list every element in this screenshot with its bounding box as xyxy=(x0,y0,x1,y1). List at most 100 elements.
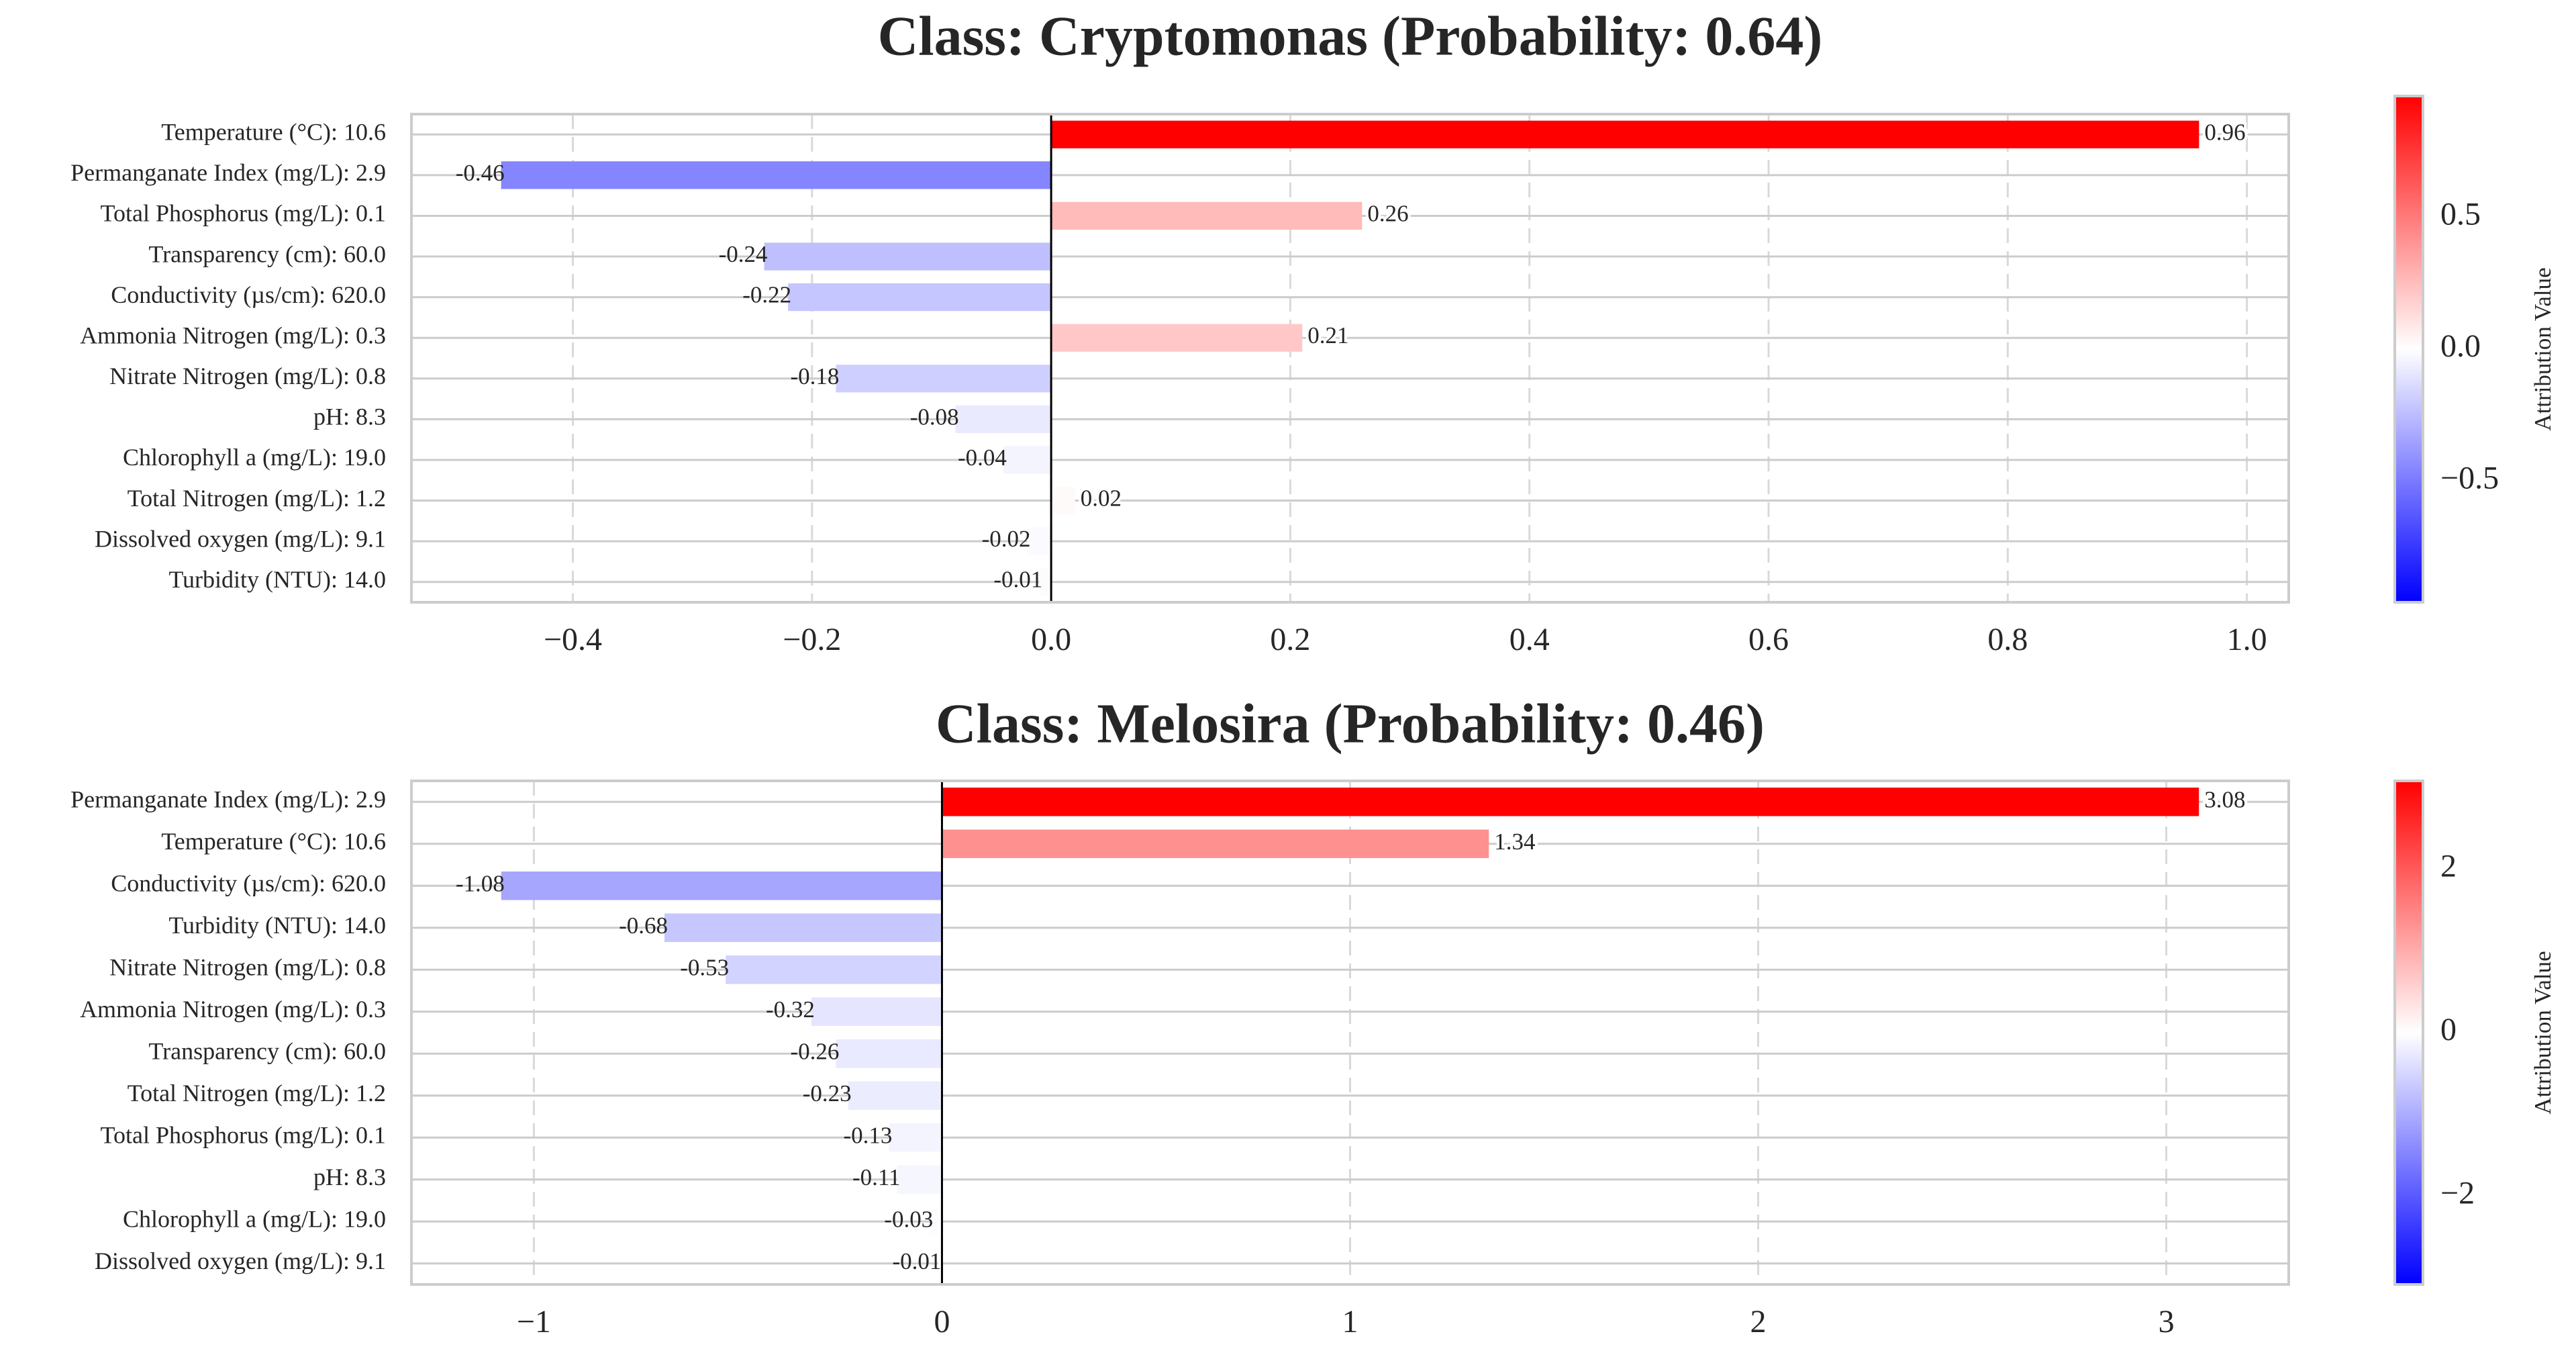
axes-frame xyxy=(410,113,2290,604)
colorbar-label: Attribution Value xyxy=(2530,951,2556,1114)
data-label: -0.18 xyxy=(791,363,840,389)
x-tick-label: −0.4 xyxy=(544,622,602,657)
y-tick-label: Permanganate Index (mg/L): 2.9 xyxy=(70,786,386,813)
data-label: -0.22 xyxy=(742,282,791,308)
colorbar-tick-label: 0 xyxy=(2440,1012,2457,1047)
x-tick-label: 0.2 xyxy=(1270,622,1310,657)
bar xyxy=(764,242,1052,271)
y-tick-label: Dissolved oxygen (mg/L): 9.1 xyxy=(95,1248,386,1274)
y-tick-label: Temperature (°C): 10.6 xyxy=(161,119,386,146)
chart-melosira: Class: Melosira (Probability: 0.46) 3.08 1… xyxy=(70,692,2556,1340)
y-tick-label: Total Phosphorus (mg/L): 0.1 xyxy=(101,200,386,227)
colorbar-tick-label: 2 xyxy=(2440,849,2457,884)
y-tick-label: Turbidity (NTU): 14.0 xyxy=(168,566,386,593)
bar xyxy=(836,365,1052,393)
x-tick-label: 0.4 xyxy=(1509,622,1550,657)
y-tick-label: Temperature (°C): 10.6 xyxy=(161,828,386,855)
bar xyxy=(897,1165,942,1194)
y-tick-label: pH: 8.3 xyxy=(313,404,386,430)
data-label: -0.53 xyxy=(680,954,729,980)
data-label: -0.23 xyxy=(803,1080,852,1107)
x-tick-label: 0.6 xyxy=(1748,622,1789,657)
y-tick-label: Chlorophyll a (mg/L): 19.0 xyxy=(123,1206,386,1233)
x-tick-label: 1 xyxy=(1342,1304,1358,1340)
data-label: -0.24 xyxy=(719,241,768,267)
data-label: 0.02 xyxy=(1081,485,1122,512)
bar xyxy=(664,913,942,942)
x-tick-label: 3 xyxy=(2159,1304,2175,1340)
axes-frame xyxy=(410,780,2290,1286)
y-tick-label: Transparency (cm): 60.0 xyxy=(148,240,386,267)
data-label: 0.21 xyxy=(1307,322,1348,348)
y-tick-label: Chlorophyll a (mg/L): 19.0 xyxy=(123,444,386,471)
x-tick-label: 2 xyxy=(1750,1304,1767,1340)
data-label: -0.68 xyxy=(619,912,668,939)
data-label: -0.03 xyxy=(884,1206,933,1232)
data-label: -0.04 xyxy=(958,444,1007,471)
bar xyxy=(848,1081,942,1110)
colorbar xyxy=(2393,780,2424,1286)
y-tick-label: Conductivity (µs/cm): 620.0 xyxy=(111,281,386,308)
data-label: 0.96 xyxy=(2204,119,2245,145)
x-tick-label: −0.2 xyxy=(783,622,841,657)
y-tick-label: Total Nitrogen (mg/L): 1.2 xyxy=(128,485,386,512)
data-label: -0.01 xyxy=(892,1248,941,1274)
x-tick-label: −1 xyxy=(517,1304,551,1340)
chart-title: Class: Melosira (Probability: 0.46) xyxy=(936,692,1765,755)
data-label: -0.46 xyxy=(456,160,505,186)
colorbar-tick-label: 0.5 xyxy=(2440,197,2481,232)
y-tick-label: Nitrate Nitrogen (mg/L): 0.8 xyxy=(109,363,386,389)
y-tick-label: Total Nitrogen (mg/L): 1.2 xyxy=(128,1080,386,1107)
data-label: -1.08 xyxy=(456,870,505,896)
y-tick-label: Permanganate Index (mg/L): 2.9 xyxy=(70,159,386,186)
x-tick-label: 1.0 xyxy=(2227,622,2267,657)
chart-cryptomonas: Class: Cryptomonas (Probability: 0.64) 0.… xyxy=(70,5,2556,657)
y-tick-label: Transparency (cm): 60.0 xyxy=(148,1038,386,1065)
data-label: 3.08 xyxy=(2204,786,2245,812)
bar xyxy=(1003,446,1052,474)
y-tick-label: Dissolved oxygen (mg/L): 9.1 xyxy=(95,525,386,552)
y-tick-label: pH: 8.3 xyxy=(313,1164,386,1190)
bar xyxy=(938,1249,942,1278)
bar xyxy=(942,829,1489,858)
bar xyxy=(788,283,1052,312)
colorbar xyxy=(2393,95,2424,604)
data-label: -0.32 xyxy=(766,996,815,1023)
data-label: -0.11 xyxy=(852,1164,901,1190)
data-label: -0.13 xyxy=(844,1122,893,1148)
y-tick-label: Conductivity (µs/cm): 620.0 xyxy=(111,870,386,897)
chart-title: Class: Cryptomonas (Probability: 0.64) xyxy=(878,5,1823,67)
bar xyxy=(889,1123,942,1152)
x-tick-label: 0.8 xyxy=(1987,622,2028,657)
bar xyxy=(955,405,1052,433)
bar xyxy=(1051,120,2199,148)
bar xyxy=(501,161,1052,189)
bar xyxy=(942,788,2199,816)
y-tick-label: Total Phosphorus (mg/L): 0.1 xyxy=(101,1122,386,1149)
x-tick-label: 0.0 xyxy=(1031,622,1071,657)
data-label: 0.26 xyxy=(1367,200,1408,226)
bar xyxy=(1039,568,1052,596)
bar xyxy=(836,1039,942,1068)
data-label: -0.26 xyxy=(790,1038,839,1064)
x-tick-label: 0 xyxy=(934,1304,950,1340)
y-tick-label: Nitrate Nitrogen (mg/L): 0.8 xyxy=(109,954,386,981)
bar xyxy=(1051,486,1075,515)
bar xyxy=(1027,527,1052,555)
bar xyxy=(726,955,942,984)
y-tick-label: Turbidity (NTU): 14.0 xyxy=(168,912,386,939)
bar xyxy=(1051,324,1303,352)
bar xyxy=(1051,201,1363,230)
bar xyxy=(811,997,942,1026)
bar xyxy=(501,872,942,900)
data-label: -0.08 xyxy=(910,404,959,430)
colorbar-label: Attribution Value xyxy=(2530,267,2556,430)
data-label: 1.34 xyxy=(1494,829,1535,855)
colorbar-tick-label: −0.5 xyxy=(2440,460,2499,496)
y-tick-label: Ammonia Nitrogen (mg/L): 0.3 xyxy=(80,322,386,348)
data-label: -0.02 xyxy=(982,526,1031,552)
colorbar-tick-label: −2 xyxy=(2440,1176,2475,1211)
data-label: -0.01 xyxy=(993,567,1042,593)
colorbar-tick-label: 0.0 xyxy=(2440,328,2481,364)
